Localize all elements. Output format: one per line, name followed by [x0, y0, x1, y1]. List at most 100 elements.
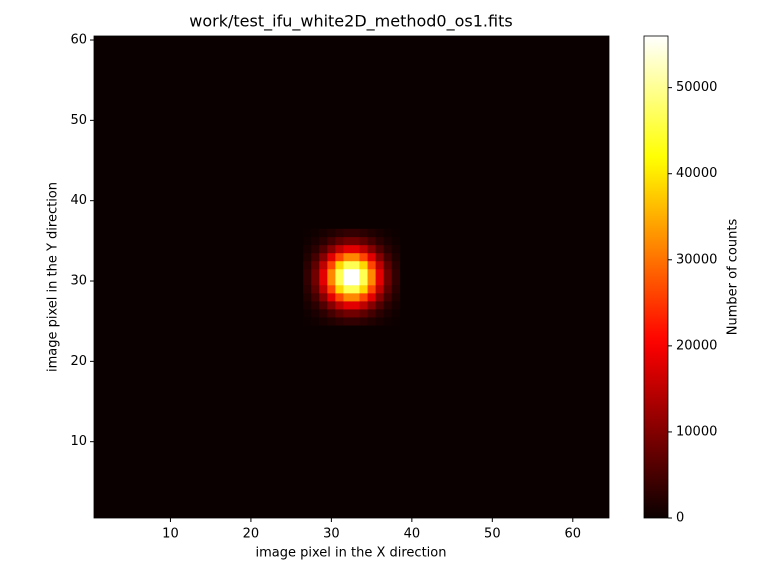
heatmap-cell	[391, 277, 401, 286]
heatmap-cell	[367, 285, 376, 294]
heatmap-cell	[335, 260, 344, 270]
heatmap-cell	[319, 244, 328, 254]
heatmap-cell	[391, 285, 401, 294]
heatmap-cell	[303, 236, 312, 246]
heatmap-cell	[327, 268, 336, 278]
heatmap-cell	[359, 244, 368, 254]
y-tick-label: 10	[70, 434, 87, 449]
heatmap-cell	[375, 228, 384, 238]
heatmap-cell	[311, 252, 320, 262]
heatmap-cell	[359, 260, 368, 270]
heatmap-cell	[383, 228, 393, 238]
colorbar-tick-label: 10000	[676, 424, 717, 439]
heatmap-cell	[335, 244, 344, 254]
heatmap-cell	[367, 301, 376, 310]
heatmap-cell	[359, 277, 368, 286]
heatmap-cell	[343, 293, 352, 302]
heatmap-cell	[351, 301, 360, 310]
heatmap-cell	[351, 293, 360, 302]
heatmap-cell	[319, 236, 328, 246]
heatmap-cell	[311, 244, 320, 254]
heatmap-cell	[335, 285, 344, 294]
heatmap-cell	[327, 236, 336, 246]
heatmap-cell	[327, 301, 336, 310]
heatmap-cell	[383, 244, 393, 254]
heatmap-cell	[343, 277, 352, 286]
x-axis-label: image pixel in the X direction	[256, 546, 447, 561]
heatmap-cell	[335, 252, 344, 262]
heatmap-cell	[311, 260, 320, 270]
heatmap-cell	[303, 309, 312, 318]
x-tick-label: 60	[565, 527, 582, 542]
heatmap-cell	[319, 268, 328, 278]
heatmap-cell	[335, 301, 344, 310]
heatmap-cell	[375, 277, 384, 286]
heatmap-cell	[335, 228, 344, 238]
heatmap-cell	[319, 277, 328, 286]
heatmap-cell	[335, 317, 344, 326]
heatmap-cell	[359, 301, 368, 310]
colorbar-tick-label: 30000	[676, 252, 717, 267]
heatmap-cell	[351, 277, 360, 286]
colorbar-tick-label: 0	[676, 511, 684, 526]
y-tick-label: 60	[70, 33, 87, 48]
colorbar-tick-label: 40000	[676, 166, 717, 181]
x-tick-label: 30	[323, 527, 340, 542]
heatmap-cell	[303, 277, 312, 286]
heatmap-cell	[383, 317, 393, 326]
colorbar	[643, 35, 669, 519]
heatmap-cell	[351, 268, 360, 278]
heatmap-cell	[343, 301, 352, 310]
heatmap-cell	[375, 244, 384, 254]
y-tick-label: 30	[70, 274, 87, 289]
heatmap-cell	[391, 228, 401, 238]
heatmap-cell	[383, 252, 393, 262]
heatmap-cell	[343, 317, 352, 326]
heatmap-cell	[367, 268, 376, 278]
heatmap-cell	[311, 236, 320, 246]
heatmap-cell	[375, 317, 384, 326]
heatmap-cell	[343, 260, 352, 270]
heatmap-cell	[375, 260, 384, 270]
heatmap-cell	[343, 285, 352, 294]
colorbar-tick-label: 50000	[676, 80, 717, 95]
y-tick-label: 20	[70, 354, 87, 369]
heatmap-cell	[335, 268, 344, 278]
heatmap-cell	[375, 252, 384, 262]
x-tick-label: 20	[243, 527, 260, 542]
heatmap-cell	[335, 309, 344, 318]
heatmap-cell	[319, 228, 328, 238]
heatmap-cell	[319, 301, 328, 310]
heatmap-cell	[383, 301, 393, 310]
heatmap-cell	[391, 301, 401, 310]
heatmap-cell	[303, 244, 312, 254]
x-tick-label: 40	[404, 527, 421, 542]
heatmap-cell	[367, 244, 376, 254]
heatmap-cell	[383, 309, 393, 318]
heatmap-cell	[303, 285, 312, 294]
heatmap-cell	[311, 293, 320, 302]
heatmap-cell	[383, 277, 393, 286]
heatmap-cell	[327, 317, 336, 326]
heatmap-cell	[367, 317, 376, 326]
heatmap-cell	[303, 260, 312, 270]
heatmap-cell	[311, 309, 320, 318]
heatmap-cell	[303, 228, 312, 238]
y-tick-label: 40	[70, 193, 87, 208]
heatmap-cell	[391, 317, 401, 326]
heatmap-cell	[359, 236, 368, 246]
heatmap-cell	[367, 252, 376, 262]
heatmap-cell	[375, 236, 384, 246]
heatmap-cell	[319, 260, 328, 270]
heatmap-cell	[311, 228, 320, 238]
heatmap-cell	[343, 236, 352, 246]
heatmap-cell	[303, 317, 312, 326]
heatmap-cell	[391, 244, 401, 254]
heatmap-cell	[367, 293, 376, 302]
heatmap-cell	[383, 293, 393, 302]
heatmap-cell	[359, 228, 368, 238]
heatmap-cell	[311, 285, 320, 294]
heatmap-cell	[335, 293, 344, 302]
colorbar-tick-label: 20000	[676, 338, 717, 353]
